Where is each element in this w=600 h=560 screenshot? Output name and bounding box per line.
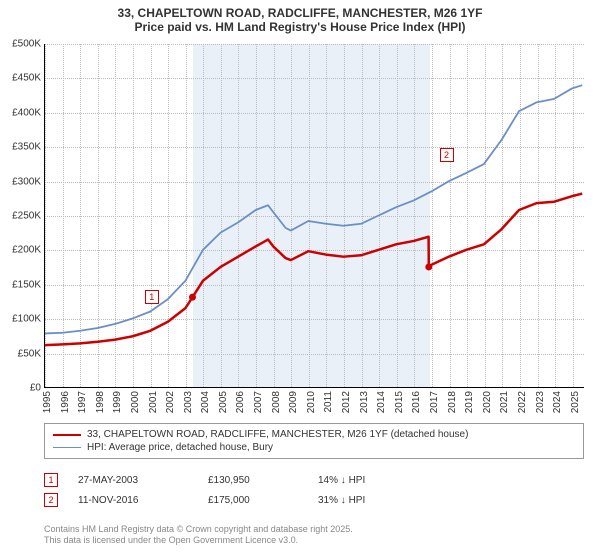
y-axis-label: £0: [1, 383, 45, 394]
sales-row: 1 27-MAY-2003 £130,950 14% ↓ HPI: [44, 470, 584, 490]
y-axis-label: £100K: [1, 314, 45, 325]
sale-marker-box: 1: [145, 290, 159, 304]
legend-label: 33, CHAPELTOWN ROAD, RADCLIFFE, MANCHEST…: [87, 429, 468, 440]
series-line-hpi: [45, 85, 582, 333]
sale-price: £175,000: [208, 495, 298, 506]
x-axis-label: 2015: [394, 391, 405, 413]
x-axis-label: 1998: [95, 391, 106, 413]
x-axis-label: 2005: [218, 391, 229, 413]
legend-swatch: [53, 434, 81, 436]
series-line-price_paid: [45, 194, 582, 346]
y-axis-label: £350K: [1, 142, 45, 153]
sales-table: 1 27-MAY-2003 £130,950 14% ↓ HPI 2 11-NO…: [44, 470, 584, 510]
x-axis-label: 2003: [183, 391, 194, 413]
x-axis-label: 2016: [411, 391, 422, 413]
y-axis-label: £50K: [1, 348, 45, 359]
x-axis-label: 2009: [288, 391, 299, 413]
x-axis-label: 2002: [165, 391, 176, 413]
sale-marker-dot: [425, 263, 432, 270]
x-axis-label: 1997: [77, 391, 88, 413]
y-axis-label: £200K: [1, 245, 45, 256]
sale-date: 11-NOV-2016: [78, 495, 188, 506]
y-axis-label: £150K: [1, 279, 45, 290]
x-axis-label: 2011: [323, 391, 334, 413]
x-axis-label: 2024: [552, 391, 563, 413]
y-axis-label: £450K: [1, 73, 45, 84]
y-axis-label: £300K: [1, 176, 45, 187]
x-axis-label: 2012: [341, 391, 352, 413]
x-axis-label: 2014: [376, 391, 387, 413]
y-axis-label: £250K: [1, 211, 45, 222]
sale-marker-icon: 2: [44, 493, 58, 507]
title-block: 33, CHAPELTOWN ROAD, RADCLIFFE, MANCHEST…: [0, 0, 600, 36]
sales-row: 2 11-NOV-2016 £175,000 31% ↓ HPI: [44, 490, 584, 510]
x-axis-label: 2008: [271, 391, 282, 413]
attribution-line: This data is licensed under the Open Gov…: [44, 535, 584, 546]
sale-hpi-delta: 14% ↓ HPI: [318, 475, 428, 486]
x-axis-label: 2020: [482, 391, 493, 413]
sale-price: £130,950: [208, 475, 298, 486]
sale-marker-box: 2: [440, 148, 454, 162]
x-axis-label: 1995: [42, 391, 53, 413]
x-axis-label: 2023: [535, 391, 546, 413]
sale-hpi-delta: 31% ↓ HPI: [318, 495, 428, 506]
legend-label: HPI: Average price, detached house, Bury: [87, 442, 273, 453]
x-axis-label: 2022: [517, 391, 528, 413]
x-axis-label: 2017: [429, 391, 440, 413]
x-axis-label: 2000: [130, 391, 141, 413]
y-axis-label: £500K: [1, 39, 45, 50]
x-axis-label: 2013: [359, 391, 370, 413]
x-axis-label: 2007: [253, 391, 264, 413]
title-subtitle: Price paid vs. HM Land Registry's House …: [10, 20, 590, 34]
sale-marker-dot: [189, 294, 196, 301]
chart-lines: [45, 44, 584, 387]
x-axis-label: 1999: [112, 391, 123, 413]
sale-marker-icon: 1: [44, 473, 58, 487]
legend-row-price-paid: 33, CHAPELTOWN ROAD, RADCLIFFE, MANCHEST…: [53, 428, 575, 441]
attribution: Contains HM Land Registry data © Crown c…: [44, 524, 584, 547]
attribution-line: Contains HM Land Registry data © Crown c…: [44, 524, 584, 535]
x-axis-label: 2021: [499, 391, 510, 413]
x-axis-label: 2019: [464, 391, 475, 413]
x-axis-label: 2010: [306, 391, 317, 413]
legend-swatch: [53, 447, 81, 448]
sale-date: 27-MAY-2003: [78, 475, 188, 486]
y-axis-label: £400K: [1, 107, 45, 118]
title-address: 33, CHAPELTOWN ROAD, RADCLIFFE, MANCHEST…: [10, 6, 590, 20]
x-axis-label: 2001: [148, 391, 159, 413]
legend-row-hpi: HPI: Average price, detached house, Bury: [53, 441, 575, 454]
chart-container: 33, CHAPELTOWN ROAD, RADCLIFFE, MANCHEST…: [0, 0, 600, 560]
x-axis-label: 2004: [200, 391, 211, 413]
x-axis-label: 1996: [60, 391, 71, 413]
x-axis-label: 2018: [447, 391, 458, 413]
chart-plot-area: £0£50K£100K£150K£200K£250K£300K£350K£400…: [44, 44, 584, 388]
x-axis-label: 2006: [235, 391, 246, 413]
x-axis-label: 2025: [570, 391, 581, 413]
legend: 33, CHAPELTOWN ROAD, RADCLIFFE, MANCHEST…: [44, 423, 584, 459]
